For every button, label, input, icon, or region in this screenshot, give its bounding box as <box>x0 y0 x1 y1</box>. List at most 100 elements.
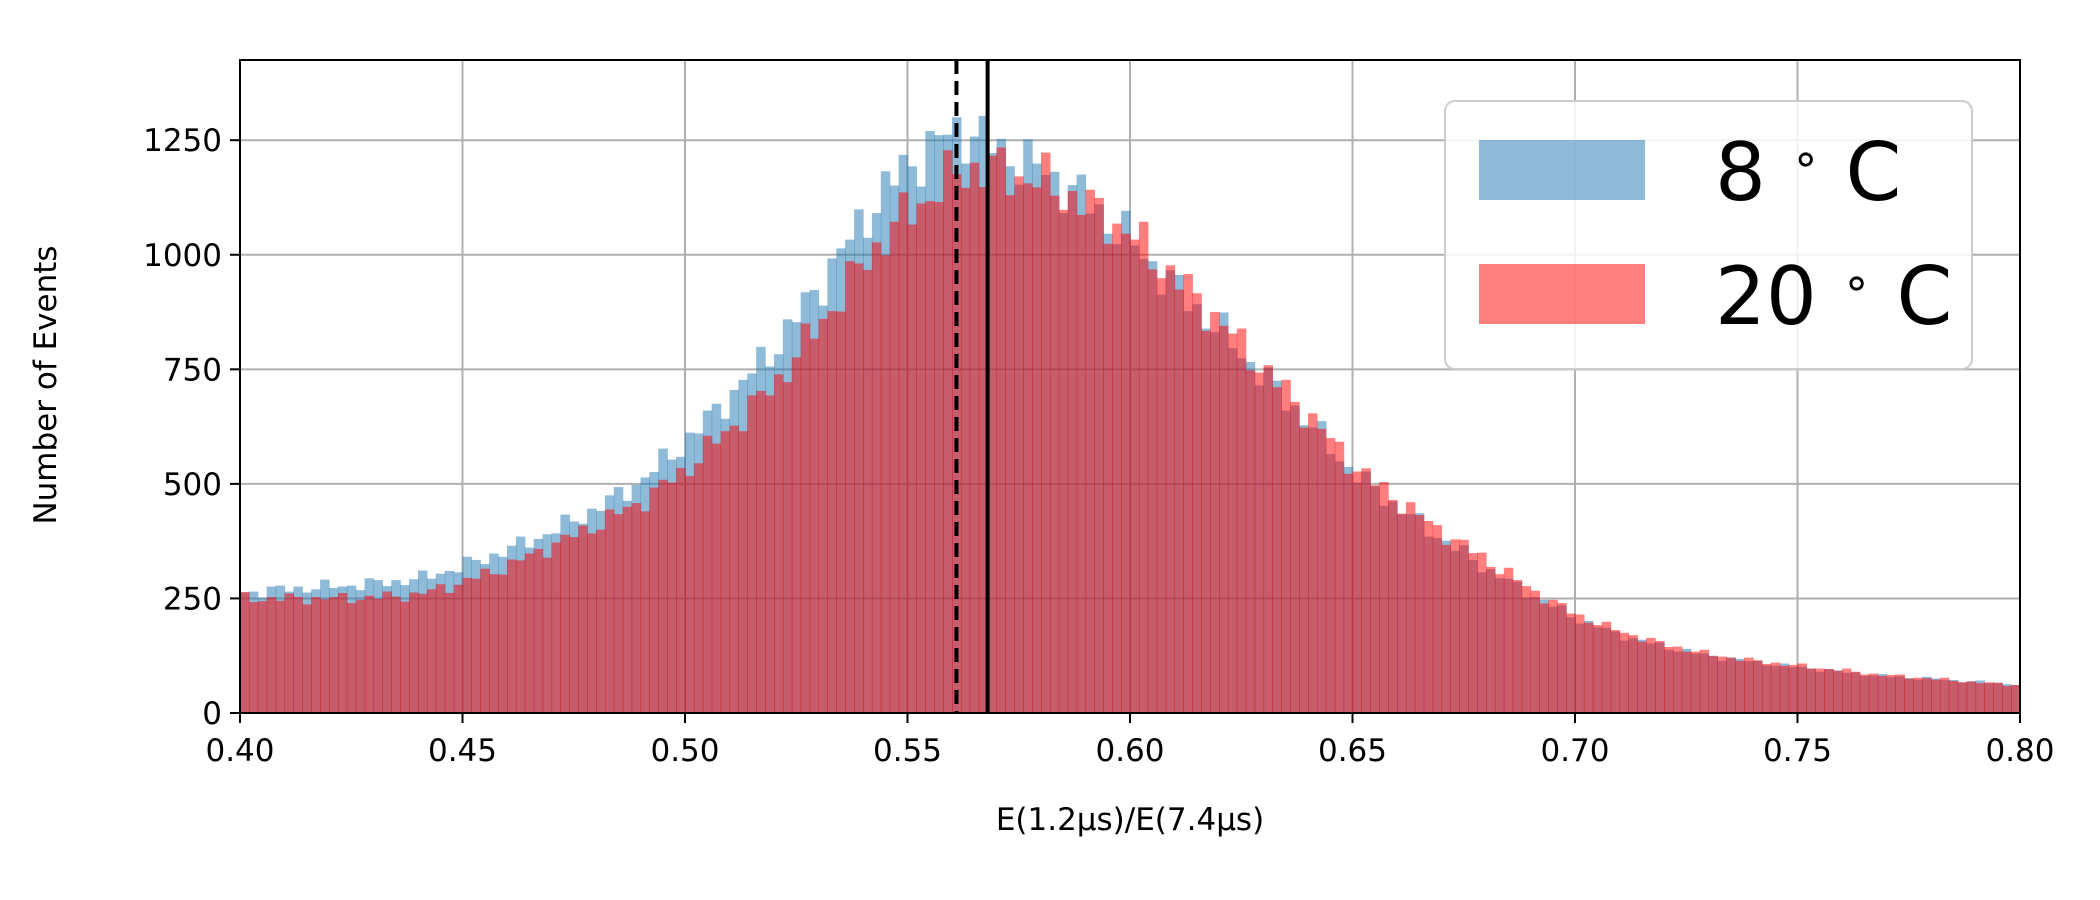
histogram-bar <box>1717 656 1727 713</box>
histogram-bar <box>266 597 277 713</box>
histogram-bar <box>302 604 312 713</box>
x-tick-label: 0.45 <box>428 733 497 769</box>
histogram-bar <box>311 597 321 713</box>
histogram-bar <box>1414 515 1425 713</box>
histogram-bar <box>1299 427 1309 713</box>
axis-ticks: 0.40 0.45 0.50 0.55 0.60 0.65 0.70 0.75 0.80 0 250… <box>143 123 2054 769</box>
histogram-bar <box>1041 152 1051 713</box>
y-tick-label: 500 <box>163 467 222 503</box>
histogram-bar <box>1477 552 1487 713</box>
histogram-bar <box>1192 293 1202 713</box>
histogram-bar <box>1931 679 1941 713</box>
histogram-bar <box>1468 553 1478 713</box>
histogram-bar <box>1850 671 1861 713</box>
histogram-bar <box>1619 632 1629 713</box>
histogram-bar <box>1281 379 1291 713</box>
histogram-bar <box>747 395 757 713</box>
histogram-bar <box>658 479 668 713</box>
histogram-bar <box>1815 668 1825 713</box>
histogram-bar <box>1503 567 1514 713</box>
histogram-bar <box>2002 685 2012 713</box>
y-tick-label: 1000 <box>143 238 222 274</box>
histogram-bar <box>1984 682 1994 713</box>
histogram-bar <box>1121 233 1131 713</box>
histogram-bar <box>854 263 864 713</box>
histogram-bar <box>1379 482 1389 713</box>
histogram-bar <box>613 514 624 713</box>
histogram-bar <box>551 542 561 713</box>
histogram-bar <box>453 584 464 713</box>
histogram-bar <box>1388 499 1398 713</box>
histogram-bar <box>1005 195 1015 714</box>
histogram-bar <box>1628 635 1638 713</box>
histogram-bar <box>1201 330 1211 713</box>
histogram-bar <box>1459 539 1469 713</box>
histogram-bar <box>1325 438 1336 713</box>
histogram-bar <box>756 390 766 713</box>
histogram-bar <box>702 435 713 713</box>
histogram-bar <box>1646 637 1656 713</box>
histogram-bar <box>1557 603 1567 713</box>
histogram-bar <box>444 592 455 713</box>
histogram-bar <box>898 192 909 713</box>
histogram-bar <box>1753 660 1763 713</box>
histogram-bar <box>373 598 383 713</box>
histogram-bar <box>1824 669 1834 713</box>
histogram-bar <box>880 255 891 713</box>
histogram-bar <box>693 463 704 713</box>
histogram-bar <box>649 487 659 713</box>
x-tick-label: 0.75 <box>1763 733 1832 769</box>
histogram-bar <box>462 577 472 713</box>
histogram-bar <box>622 506 633 713</box>
histogram-bar <box>1352 471 1362 713</box>
histogram-bar <box>1895 674 1905 713</box>
histogram-bar <box>1601 621 1612 713</box>
histogram-bar <box>578 525 588 713</box>
histogram-bar <box>391 596 401 713</box>
histogram-bar <box>1859 674 1870 713</box>
histogram-bar <box>1770 662 1781 713</box>
histogram-bar <box>355 599 366 713</box>
histogram-bar <box>827 311 837 713</box>
histogram-bar <box>364 595 375 713</box>
histogram-bar <box>1094 197 1104 713</box>
histogram-bar <box>1058 209 1069 713</box>
x-tick-label: 0.55 <box>873 733 942 769</box>
histogram-bar <box>1219 325 1229 713</box>
histogram-bar <box>1023 183 1033 713</box>
histogram-bar <box>631 503 642 713</box>
histogram-bar <box>337 592 348 713</box>
x-tick-label: 0.40 <box>205 733 274 769</box>
histogram-bar <box>1334 441 1345 713</box>
histogram-bar <box>1842 668 1852 713</box>
histogram-bar <box>320 599 330 713</box>
histogram-bar <box>1575 614 1585 713</box>
histogram-bar <box>1067 191 1078 714</box>
histogram-bar <box>1788 664 1799 713</box>
histogram-bar <box>1076 214 1087 713</box>
histogram-bar <box>1227 333 1238 713</box>
histogram-bar <box>1993 682 2003 713</box>
histogram-bar <box>409 592 419 713</box>
histogram-bar <box>1183 274 1193 713</box>
histogram-bar <box>969 162 980 713</box>
histogram-bar <box>426 589 437 713</box>
histogram-bar <box>1948 680 1959 713</box>
histogram-bar <box>925 201 935 713</box>
histogram-bar <box>836 311 846 713</box>
y-tick-label: 0 <box>202 696 222 732</box>
y-tick-label: 750 <box>163 352 222 388</box>
x-axis-label: E(1.2μs)/E(7.4μs) <box>996 802 1264 838</box>
histogram-bar <box>560 534 570 713</box>
histogram-bar <box>685 476 695 713</box>
series-2-bars <box>240 147 2021 714</box>
histogram-bar <box>1370 485 1380 713</box>
histogram-bar <box>1877 675 1888 713</box>
histogram-bar <box>596 529 606 713</box>
histogram-bar <box>729 425 739 713</box>
histogram-bar <box>1833 670 1843 713</box>
histogram-bar <box>1664 647 1674 713</box>
histogram-bar <box>1868 673 1879 713</box>
histogram-bar <box>1655 641 1665 713</box>
